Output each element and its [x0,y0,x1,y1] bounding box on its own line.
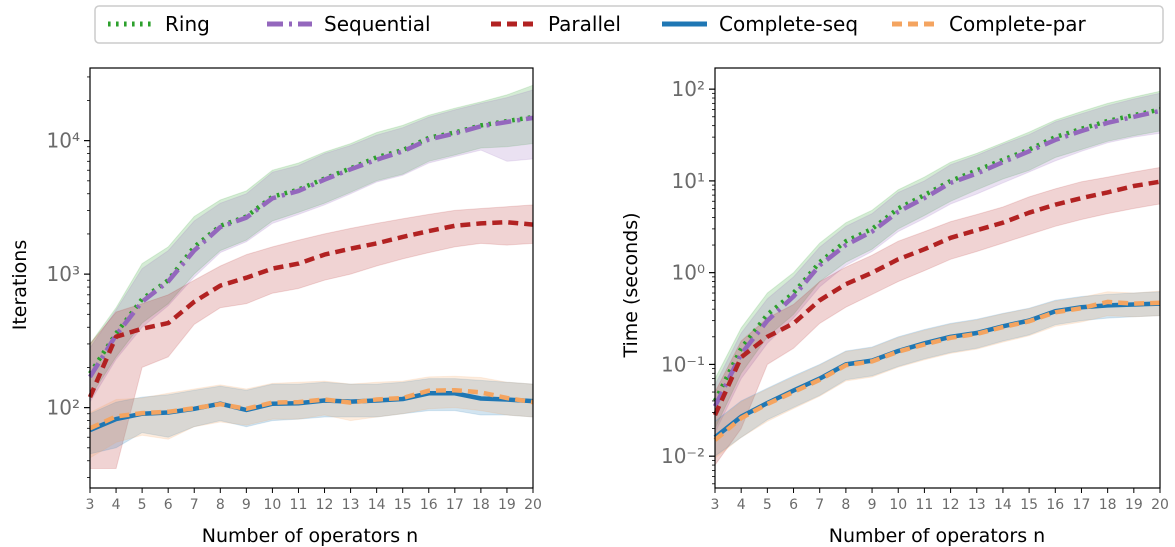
time-y-tick-label: 10² [672,77,705,101]
legend-label-ring: Ring [165,12,210,36]
iterations-x-tick-label: 9 [242,497,251,513]
time-xlabel: Number of operators n [829,525,1045,547]
time-line-ring [712,107,1161,402]
time-y-tick-label: 10⁰ [672,261,705,285]
time-x-tick-label: 17 [1073,497,1091,513]
iterations-line-complete-par [89,387,534,431]
time-panel: Time (seconds) Number of operators n 3 4 5… [620,67,1169,547]
iterations-x-tick-label: 3 [86,497,95,513]
iterations-x-tick-label: 16 [420,497,438,513]
time-x-tick-label: 14 [994,497,1012,513]
time-x-tick-label: 20 [1151,497,1169,513]
iterations-x-tick-label: 4 [112,497,121,513]
iterations-x-tick-label: 5 [138,497,147,513]
iterations-x-tick-label: 13 [342,497,360,513]
iterations-y-tick-label: 10³ [47,262,80,286]
legend-label-parallel: Parallel [548,12,621,36]
time-x-tick-label: 18 [1099,497,1117,513]
iterations-x-tick-label: 19 [498,497,516,513]
iterations-line-ring [88,114,534,375]
iterations-line-sequential [88,115,534,379]
iterations-xlabel: Number of operators n [202,525,418,547]
iterations-y-ticks: 10² 10³ 10⁴ [47,76,90,478]
iterations-x-tick-label: 11 [290,497,308,513]
legend-label-sequential: Sequential [324,12,431,36]
iterations-x-tick-label: 20 [524,497,542,513]
iterations-x-tick-label: 14 [368,497,386,513]
iterations-ylabel: Iterations [9,240,31,331]
time-x-tick-label: 4 [737,497,746,513]
iterations-x-tick-label: 12 [316,497,334,513]
time-x-tick-label: 11 [915,497,933,513]
time-x-tick-label: 5 [763,497,772,513]
iterations-panel: Iterations Number of operators n 3 4 5 6 7 8 9… [9,67,542,547]
time-line-sequential [712,108,1161,408]
time-ylabel: Time (seconds) [620,212,642,358]
iterations-x-tick-label: 6 [164,497,173,513]
legend-frame [94,5,1164,44]
time-y-tick-label: 10¹ [672,169,705,193]
iterations-x-tick-label: 15 [394,497,412,513]
legend: Ring Sequential Parallel Complete-seq Comple… [94,5,1164,44]
time-x-tick-label: 16 [1046,497,1064,513]
iterations-x-tick-label: 18 [472,497,490,513]
iterations-x-tick-label: 8 [216,497,225,513]
time-axes-frame [714,67,1161,489]
legend-item-parallel: Parallel [491,12,621,36]
time-y-ticks: 10⁻² 10⁻¹ 10⁰ 10¹ 10² [661,77,715,485]
time-x-tick-label: 8 [841,497,850,513]
time-line-parallel [712,179,1161,417]
iterations-x-tick-label: 17 [446,497,464,513]
time-x-tick-label: 3 [711,497,720,513]
time-y-tick-label: 10⁻² [661,444,705,468]
legend-label-complete-par: Complete-par [949,12,1087,36]
iterations-y-tick-label: 10⁴ [47,129,80,153]
iterations-x-ticks: 3 4 5 6 7 8 9 10 11 12 13 14 15 16 17 18 19 20 [86,488,542,513]
time-line-complete-par [713,299,1161,442]
time-y-tick-label: 10⁻¹ [661,352,705,376]
legend-label-complete-seq: Complete-seq [719,12,858,36]
legend-item-complete-seq: Complete-seq [662,12,858,36]
iterations-plot-area [87,84,534,469]
time-x-tick-label: 7 [815,497,824,513]
legend-item-complete-par: Complete-par [892,12,1087,36]
time-x-tick-label: 6 [789,497,798,513]
iterations-x-tick-label: 10 [263,497,281,513]
time-x-ticks: 3 4 5 6 7 8 9 10 11 12 13 14 15 16 17 18 19 20 [711,488,1169,513]
time-x-tick-label: 12 [942,497,960,513]
iterations-y-tick-label: 10² [47,396,80,420]
time-x-tick-label: 13 [968,497,986,513]
legend-item-sequential: Sequential [267,12,431,36]
iterations-x-tick-label: 7 [190,497,199,513]
iterations-axes-frame [89,67,534,489]
time-x-tick-label: 19 [1125,497,1143,513]
iterations-line-parallel [87,219,534,398]
iterations-band-complete-par [89,375,534,459]
legend-item-ring: Ring [108,12,210,36]
time-plot-area [712,90,1161,467]
time-x-tick-label: 15 [1020,497,1038,513]
time-x-tick-label: 10 [889,497,907,513]
time-x-tick-label: 9 [868,497,877,513]
